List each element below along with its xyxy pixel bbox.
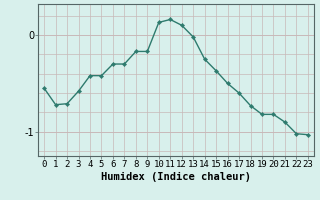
X-axis label: Humidex (Indice chaleur): Humidex (Indice chaleur) — [101, 172, 251, 182]
